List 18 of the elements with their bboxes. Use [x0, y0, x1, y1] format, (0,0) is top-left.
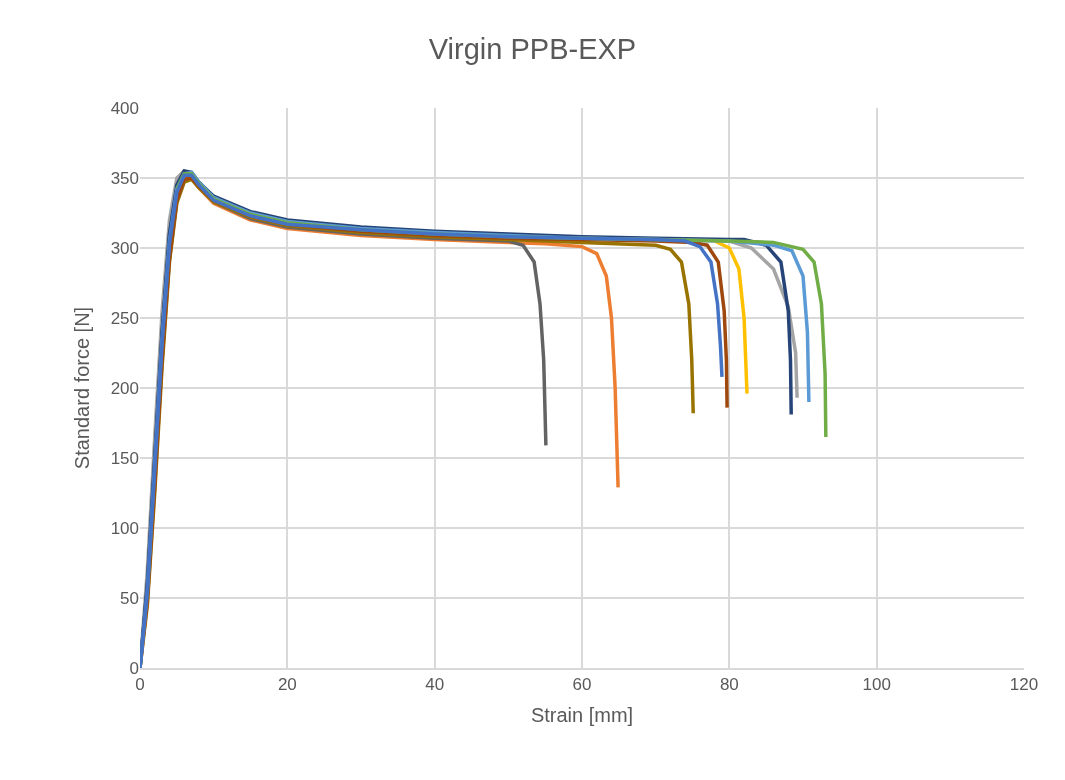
y-axis-title: Standard force [N] [71, 306, 94, 470]
y-tick-label: 400 [110, 98, 139, 118]
y-tick-label: 50 [120, 588, 139, 608]
y-tick-label: 300 [110, 238, 139, 258]
y-tick-label: 250 [110, 308, 139, 328]
chart-title: Virgin PPB-EXP [428, 33, 637, 66]
y-tick-label: 0 [129, 658, 139, 678]
y-tick-label: 200 [110, 378, 139, 398]
y-tick-label: 350 [110, 168, 139, 188]
x-axis-title: Strain [mm] [530, 704, 634, 727]
x-tick-label: 100 [862, 675, 891, 695]
x-tick-label: 20 [277, 675, 297, 695]
x-tick-label: 60 [572, 675, 592, 695]
y-tick-label: 150 [110, 448, 139, 468]
y-tick-label: 100 [110, 518, 139, 538]
x-tick-label: 120 [1009, 675, 1039, 695]
x-tick-label: 40 [425, 675, 445, 695]
x-tick-label: 80 [719, 675, 739, 695]
